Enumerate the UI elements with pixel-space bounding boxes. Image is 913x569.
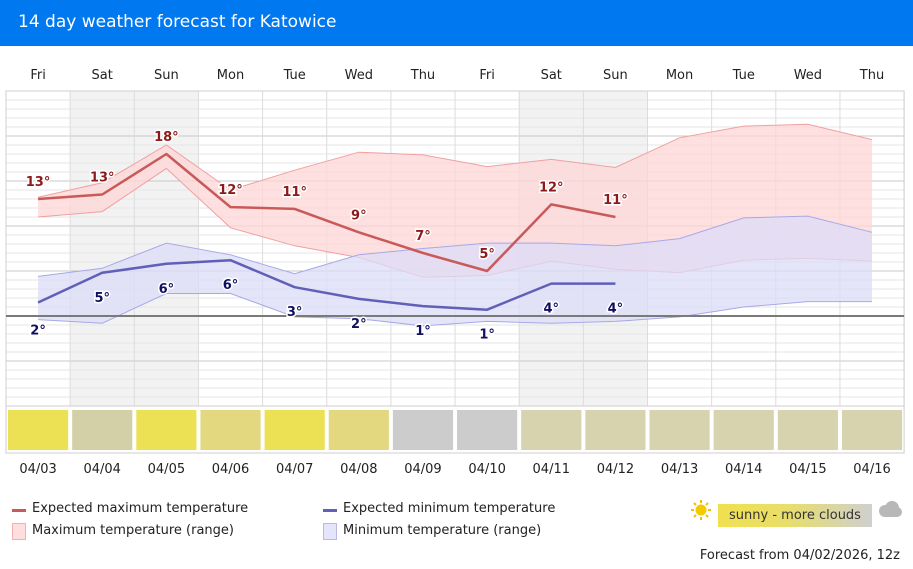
cloud-icon <box>879 501 902 517</box>
legend-max-range: Maximum temperature (range) <box>32 523 234 538</box>
condition-bar <box>777 410 838 450</box>
day-name: Wed <box>344 68 373 83</box>
day-name: Mon <box>216 68 245 83</box>
condition-bar <box>8 410 69 450</box>
weather-legend-box: sunny - more clouds <box>718 504 872 527</box>
max-range-band-upper <box>37 123 873 198</box>
forecast-timestamp: Forecast from 04/02/2026, 12z <box>699 548 900 563</box>
date-label: 04/11 <box>532 462 570 477</box>
date-label: 04/05 <box>147 462 186 477</box>
min-temp-label: 5° <box>94 291 110 306</box>
date-label: 04/03 <box>19 462 57 477</box>
max-temp-label: 11° <box>282 185 307 200</box>
day-name: Wed <box>793 68 823 83</box>
max-temp-label: 12° <box>539 180 564 195</box>
max-temp-label: 13° <box>26 175 51 190</box>
temperature-chart: 13° 13° 18° 12° 11° 9° 7° 5° 12° 11° 2° 5° 6° 6° 3° 2° 1… <box>5 90 905 454</box>
day-name: Thu <box>859 68 885 83</box>
date-label: 04/12 <box>596 462 635 477</box>
min-range-band <box>38 216 873 326</box>
date-label: 04/14 <box>724 462 763 477</box>
min-temp-label: 1° <box>479 328 495 343</box>
max-temp-label: 5° <box>479 247 495 262</box>
day-name: Sat <box>91 68 113 83</box>
condition-bar <box>841 410 903 450</box>
condition-bar <box>72 410 133 450</box>
legend-min-expected: Expected minimum temperature <box>343 501 556 516</box>
day-name: Thu <box>410 68 436 83</box>
date-label: 04/13 <box>660 462 699 477</box>
min-range-band-lower <box>38 293 873 327</box>
day-name: Fri <box>479 68 495 83</box>
min-temp-label: 2° <box>351 317 367 332</box>
condition-bar <box>200 410 261 450</box>
date-label: 04/07 <box>275 462 314 477</box>
max-temp-label: 18° <box>154 130 179 145</box>
day-name: Tue <box>283 68 306 83</box>
condition-row-frame <box>5 405 905 454</box>
header-bar: 14 day weather forecast for Katowice <box>0 0 913 46</box>
condition-bar <box>585 410 646 450</box>
min-range-band-upper <box>38 215 873 277</box>
legend-min-range-swatch <box>323 523 337 540</box>
condition-bar <box>649 410 710 450</box>
condition-bar <box>521 410 582 450</box>
page-title: 14 day weather forecast for Katowice <box>18 12 337 32</box>
day-name: Sat <box>540 68 562 83</box>
legend-max-line-swatch <box>12 509 26 512</box>
max-range-band <box>38 124 873 278</box>
max-temp-label: 13° <box>90 171 115 186</box>
date-label: 04/04 <box>83 462 121 477</box>
min-temp-label: 2° <box>30 324 46 339</box>
min-temp-label: 4° <box>544 302 560 317</box>
day-names-row: Fri Sat Sun Mon Tue Wed Thu Fri Sat Sun Mon Tue Wed T… <box>0 68 913 88</box>
day-name: Mon <box>665 68 694 83</box>
condition-bar <box>457 410 518 450</box>
weekend-shade <box>70 91 135 406</box>
day-name: Sun <box>154 68 179 83</box>
condition-bar <box>713 410 774 450</box>
day-name: Fri <box>30 68 46 83</box>
date-label: 04/15 <box>789 462 827 477</box>
max-temp-label: 7° <box>415 229 431 244</box>
min-temp-line <box>37 258 616 311</box>
date-label: 04/08 <box>340 462 378 477</box>
date-label: 04/06 <box>211 462 250 477</box>
date-label: 04/10 <box>468 462 506 477</box>
min-temp-label: 4° <box>608 302 624 317</box>
max-temp-line <box>37 152 616 273</box>
dates-row: 04/03 04/04 04/05 04/06 04/07 04/08 04/09 04/10… <box>0 462 913 482</box>
day-name: Tue <box>732 68 755 83</box>
min-temp-label: 6° <box>223 278 239 293</box>
condition-bar <box>392 410 454 450</box>
min-temp-label: 1° <box>415 324 431 339</box>
legend-min-line-swatch <box>323 509 337 512</box>
date-label: 04/16 <box>853 462 891 477</box>
legend-min-range: Minimum temperature (range) <box>343 523 542 538</box>
max-temp-label: 11° <box>603 193 628 208</box>
max-temp-label: 9° <box>351 208 367 223</box>
legend-max-expected: Expected maximum temperature <box>32 501 249 516</box>
sun-icon <box>691 500 711 520</box>
condition-bar <box>328 410 389 450</box>
condition-bar <box>264 410 325 450</box>
legend-max-range-swatch <box>12 523 26 540</box>
min-temp-label: 6° <box>159 282 175 297</box>
condition-bar <box>136 410 197 450</box>
max-temp-label: 12° <box>218 183 243 198</box>
min-temp-label: 3° <box>287 305 303 320</box>
day-name: Sun <box>603 68 628 83</box>
date-label: 04/09 <box>404 462 442 477</box>
